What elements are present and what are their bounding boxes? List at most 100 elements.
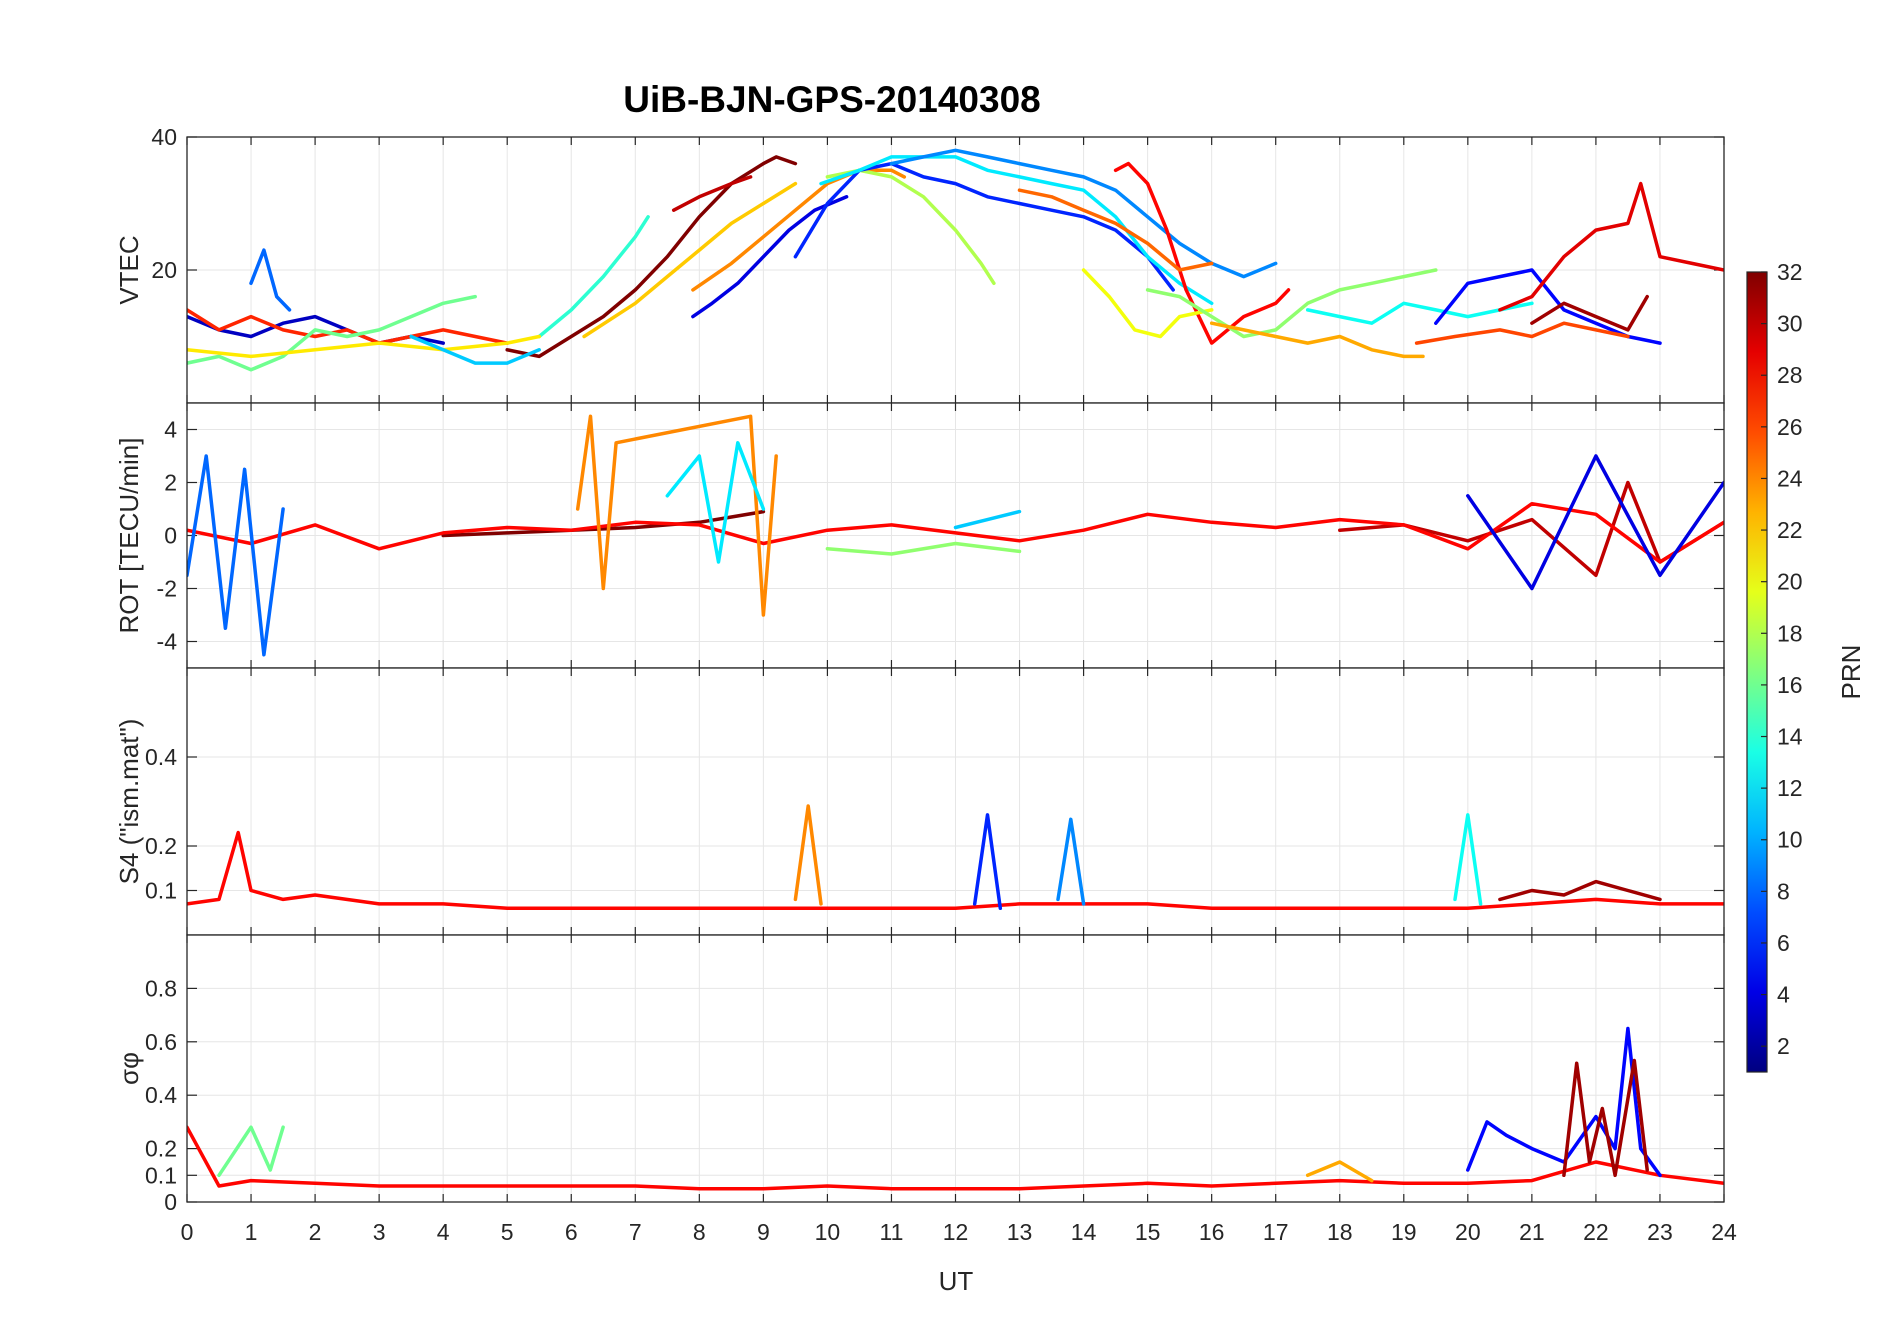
y-tick-label: 2 xyxy=(164,470,177,496)
x-axis-title: UT xyxy=(939,1266,974,1296)
y-tick-label: 0 xyxy=(164,1189,177,1215)
panel-sigma_phi: 00.10.2 0.4 0.6 0.8 σφ xyxy=(114,934,1725,1215)
x-tick-label: 21 xyxy=(1519,1219,1545,1245)
series-line-prn-24 xyxy=(793,804,823,906)
panel-s4: 0.1 0.2 0.4S4 ("ism.mat") xyxy=(114,667,1725,936)
series-line-prn-13 xyxy=(1453,813,1483,906)
series-line-prn-25 xyxy=(1017,188,1214,272)
y-tick-label: 0 xyxy=(164,523,177,549)
x-tick-label: 0 xyxy=(181,1219,194,1245)
colorbar-scale xyxy=(1746,271,1768,1073)
series-line-prn-23 xyxy=(1305,1160,1374,1183)
series-line-prn-4 xyxy=(691,195,849,319)
colorbar-tick-label: 32 xyxy=(1777,259,1803,285)
colorbar-tick-label: 20 xyxy=(1777,569,1803,595)
y-tick-label: 4 xyxy=(164,417,177,443)
series-line-prn-24 xyxy=(691,168,907,292)
y-axis-title: VTEC xyxy=(114,235,144,304)
colorbar-tick-label: 4 xyxy=(1777,982,1790,1008)
series-line-prn-24 xyxy=(575,414,778,617)
x-tick-label: 11 xyxy=(880,1219,904,1245)
series-group xyxy=(187,804,1724,911)
series-line-prn-26 xyxy=(1414,321,1630,345)
x-tick-label: 6 xyxy=(565,1219,578,1245)
series-line-prn-20 xyxy=(1081,268,1214,339)
series-line-prn-27 xyxy=(187,308,509,345)
y-tick-label: -2 xyxy=(157,576,177,602)
x-tick-label: 17 xyxy=(1263,1219,1289,1245)
colorbar-tick-label: 30 xyxy=(1777,311,1803,337)
colorbar-tick-label: 12 xyxy=(1777,775,1803,801)
x-tick-label: 15 xyxy=(1135,1219,1161,1245)
colorbar-tick-label: 24 xyxy=(1777,465,1803,491)
series-line-prn-31 xyxy=(1498,879,1662,902)
series-line-prn-23 xyxy=(1209,321,1425,359)
y-tick-label: 0.4 xyxy=(145,1082,177,1108)
x-tick-label: 4 xyxy=(437,1219,450,1245)
series-line-prn-11 xyxy=(409,334,541,365)
series-line-prn-8 xyxy=(187,454,285,657)
x-tick-label: 18 xyxy=(1327,1219,1353,1245)
x-tick-label: 9 xyxy=(757,1219,770,1245)
series-group xyxy=(187,1026,1724,1191)
series-line-prn-31 xyxy=(1530,294,1649,332)
x-tick-label: 22 xyxy=(1583,1219,1609,1245)
x-tick-label: 8 xyxy=(693,1219,706,1245)
x-tick-label: 1 xyxy=(245,1219,258,1245)
x-tick-labels: 0 1 2 3 4 5 6 7 8 9 10 11 12 13 14 15 16 17 18 19 20 21 22 23 24 xyxy=(181,1219,1737,1245)
colorbar-tick-label: 22 xyxy=(1777,517,1803,543)
y-tick-label: 0.4 xyxy=(145,744,177,770)
series-line-prn-28 xyxy=(187,501,1724,564)
series-line-prn-12 xyxy=(665,441,766,564)
y-tick-label: 0.1 xyxy=(145,878,177,904)
panel-rot: -4 -2 0 2 4 ROT [TECU/min] xyxy=(114,402,1725,669)
series-group xyxy=(187,414,1724,657)
colorbar-tick-label: 26 xyxy=(1777,414,1803,440)
x-tick-label: 20 xyxy=(1455,1219,1481,1245)
y-tick-label: 0.1 xyxy=(145,1162,177,1188)
series-line-prn-29 xyxy=(1498,181,1724,312)
colorbar-tick-label: 16 xyxy=(1777,672,1803,698)
x-tick-label: 16 xyxy=(1199,1219,1225,1245)
colorbar-tick-label: 8 xyxy=(1777,878,1790,904)
y-tick-label: 0.2 xyxy=(145,833,177,859)
colorbar-tick-label: 14 xyxy=(1777,724,1803,750)
series-line-prn-32 xyxy=(441,509,766,538)
series-line-prn-17 xyxy=(825,541,1022,556)
y-tick-label: -4 xyxy=(157,629,178,655)
x-tick-label: 12 xyxy=(943,1219,969,1245)
series-line-prn-4 xyxy=(1466,454,1724,591)
colorbar-tick-label: 2 xyxy=(1777,1033,1790,1059)
chart-title: UiB-BJN-GPS-20140308 xyxy=(623,79,1040,120)
series-line-prn-11 xyxy=(953,509,1022,530)
y-tick-label: 20 xyxy=(151,257,177,283)
series-line-prn-31 xyxy=(1562,1058,1649,1178)
y-tick-label: 0.6 xyxy=(145,1029,177,1055)
y-tick-label: 0.2 xyxy=(145,1136,177,1162)
x-tick-label: 3 xyxy=(373,1219,386,1245)
y-axis-title: σφ xyxy=(114,1052,144,1085)
x-tick-label: 19 xyxy=(1391,1219,1417,1245)
series-line-prn-14 xyxy=(537,215,650,339)
series-line-prn-9 xyxy=(1056,817,1086,906)
series-line-prn-12 xyxy=(819,155,1214,306)
series-line-prn-28 xyxy=(187,1125,1724,1191)
colorbar-tick-label: 28 xyxy=(1777,362,1803,388)
series-line-prn-28 xyxy=(187,830,1724,911)
series-group xyxy=(187,148,1724,372)
series-line-prn-16 xyxy=(217,1125,285,1178)
x-tick-label: 14 xyxy=(1071,1219,1097,1245)
series-line-prn-13 xyxy=(1305,301,1534,325)
series-line-prn-22 xyxy=(582,181,798,339)
y-tick-label: 40 xyxy=(151,124,177,150)
y-axis-title: ROT [TECU/min] xyxy=(114,438,144,634)
series-line-prn-28 xyxy=(1113,161,1291,345)
series-line-prn-5 xyxy=(1466,1026,1662,1178)
colorbar-label: PRN xyxy=(1836,645,1866,700)
x-tick-label: 7 xyxy=(629,1219,642,1245)
x-tick-label: 23 xyxy=(1647,1219,1673,1245)
series-line-prn-32 xyxy=(505,155,798,359)
y-axis-title: S4 ("ism.mat") xyxy=(114,719,144,885)
